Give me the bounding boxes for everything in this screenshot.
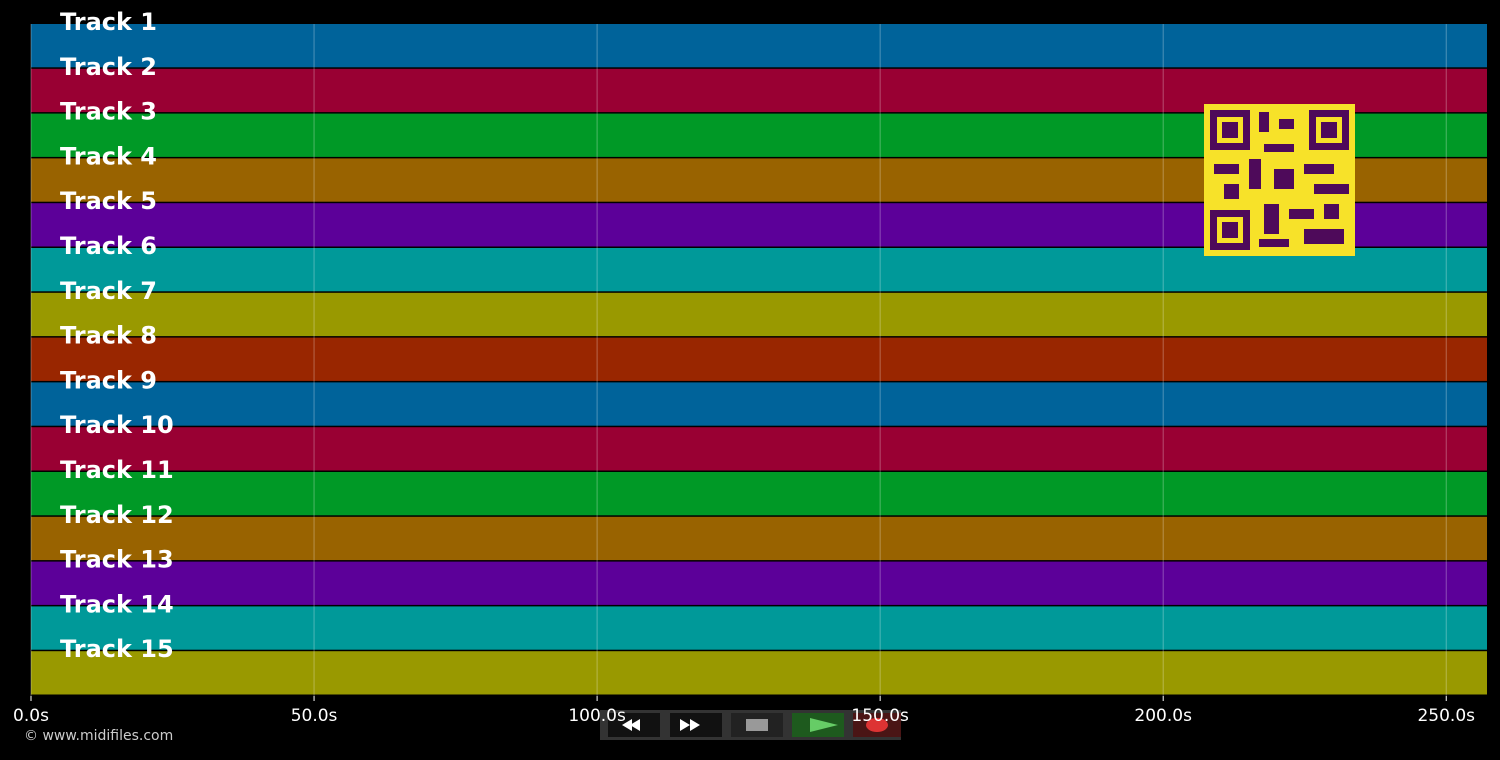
track-band — [31, 606, 1487, 650]
forward-icon — [680, 719, 700, 731]
grid — [30, 24, 1447, 696]
track-label: Track 9 — [60, 366, 157, 394]
track-band — [31, 472, 1487, 516]
transport-controls — [600, 710, 901, 740]
track-label: Track 10 — [60, 411, 174, 439]
track-label: Track 8 — [60, 322, 157, 350]
footer: © www.midifiles.com — [24, 728, 173, 744]
track-label: Track 7 — [60, 277, 157, 305]
x-tick-label: 50.0s — [291, 706, 338, 726]
track-band — [31, 516, 1487, 561]
track-band — [31, 292, 1487, 337]
track-label: Track 15 — [60, 635, 174, 663]
qr-code — [1204, 104, 1355, 256]
track-label: Track 5 — [60, 187, 157, 215]
stop-icon — [746, 719, 768, 731]
track-band — [31, 24, 1487, 68]
track-band — [31, 427, 1487, 471]
track-label: Track 14 — [60, 590, 174, 618]
track-band — [31, 561, 1487, 605]
track-label: Track 12 — [60, 501, 174, 529]
track-label: Track 13 — [60, 546, 174, 574]
track-label: Track 1 — [60, 8, 157, 36]
play-icon — [810, 718, 838, 732]
track-label: Track 4 — [60, 142, 157, 170]
track-label: Track 2 — [60, 53, 157, 81]
x-tick-label: 100.0s — [568, 706, 626, 726]
rewind-icon — [622, 719, 640, 731]
track-label: Track 3 — [60, 98, 157, 126]
track-band — [31, 337, 1487, 381]
x-tick-label: 150.0s — [851, 706, 909, 726]
record-icon — [866, 718, 888, 732]
track-label: Track 11 — [60, 456, 174, 484]
x-tick-label: 250.0s — [1417, 706, 1475, 726]
x-tick-label: 0.0s — [13, 706, 49, 726]
track-label: Track 6 — [60, 232, 157, 260]
track-band — [31, 382, 1487, 426]
track-band — [31, 651, 1487, 695]
x-tick-label: 200.0s — [1134, 706, 1192, 726]
